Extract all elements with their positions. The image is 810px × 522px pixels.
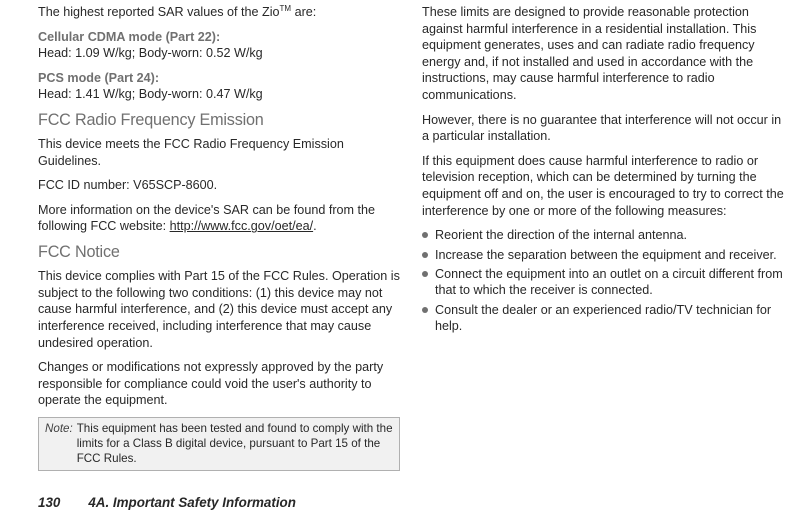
sar-intro-text: The highest reported SAR values of the Z… — [38, 5, 316, 19]
sar-intro: The highest reported SAR values of the Z… — [38, 4, 400, 21]
note-label: Note: — [45, 422, 73, 437]
notice-p1: This device complies with Part 15 of the… — [38, 268, 400, 351]
measures-list: Reorient the direction of the internal a… — [422, 227, 784, 334]
list-item: Consult the dealer or an experienced rad… — [422, 302, 784, 335]
right-p3: If this equipment does cause harmful int… — [422, 153, 784, 219]
list-item: Reorient the direction of the internal a… — [422, 227, 784, 243]
page-footer: 130 4A. Important Safety Information — [38, 495, 296, 510]
emission-p3: More information on the device's SAR can… — [38, 202, 400, 235]
emission-p1: This device meets the FCC Radio Frequenc… — [38, 136, 400, 169]
pcs-label: PCS mode (Part 24): — [38, 70, 400, 87]
two-column-layout: The highest reported SAR values of the Z… — [38, 4, 784, 479]
note-body: This equipment has been tested and found… — [77, 422, 393, 466]
heading-emission: FCC Radio Frequency Emission — [38, 111, 400, 130]
heading-notice: FCC Notice — [38, 243, 400, 262]
cdma-label: Cellular CDMA mode (Part 22): — [38, 29, 400, 46]
cdma-values: Head: 1.09 W/kg; Body-worn: 0.52 W/kg — [38, 45, 400, 62]
list-item: Increase the separation between the equi… — [422, 247, 784, 263]
list-item: Connect the equipment into an outlet on … — [422, 266, 784, 299]
left-column: The highest reported SAR values of the Z… — [38, 4, 400, 479]
emission-p2: FCC ID number: V65SCP-8600. — [38, 177, 400, 194]
emission-p3-post: . — [313, 219, 317, 233]
right-p1: These limits are designed to provide rea… — [422, 4, 784, 104]
notice-p2: Changes or modifications not expressly a… — [38, 359, 400, 409]
right-p2: However, there is no guarantee that inte… — [422, 112, 784, 145]
document-page: The highest reported SAR values of the Z… — [0, 0, 810, 522]
note-box: Note: This equipment has been tested and… — [38, 417, 400, 471]
fcc-link[interactable]: http://www.fcc.gov/oet/ea/ — [170, 219, 314, 233]
right-column: These limits are designed to provide rea… — [422, 4, 784, 479]
page-number: 130 — [38, 495, 60, 510]
section-title: 4A. Important Safety Information — [88, 495, 296, 510]
pcs-values: Head: 1.41 W/kg; Body-worn: 0.47 W/kg — [38, 86, 400, 103]
